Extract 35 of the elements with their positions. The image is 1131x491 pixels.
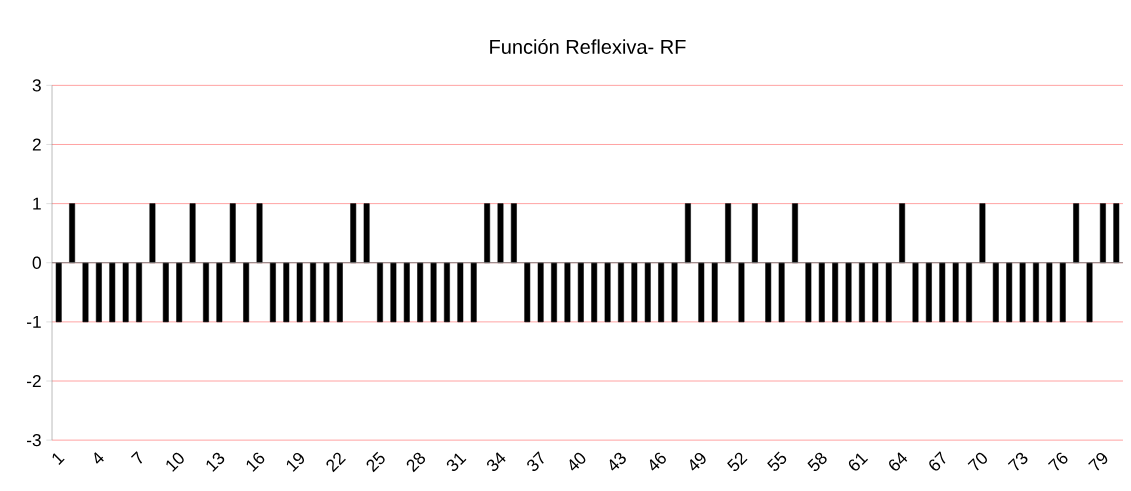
x-tick-label: 79	[1088, 452, 1108, 471]
x-tick-label: 19	[286, 452, 305, 472]
x-tick-label: 25	[366, 451, 385, 473]
y-tick-label: -1	[26, 316, 41, 328]
x-tick-label: 58	[807, 452, 827, 472]
x-tick-label: 4	[94, 452, 104, 464]
x-tick-label: 13	[206, 452, 225, 472]
x-tick-label: 73	[1007, 452, 1028, 471]
x-tick-label: 52	[727, 452, 748, 472]
x-tick-label: 49	[690, 452, 706, 471]
x-tick-label: 22	[326, 452, 346, 473]
x-tick-label: 31	[446, 453, 467, 472]
y-tick-label: 1	[33, 197, 41, 210]
x-tick-label: 64	[889, 452, 908, 471]
x-tick-label: 1	[52, 453, 65, 466]
x-tick-label: 40	[569, 452, 586, 471]
x-tick-label: 55	[767, 451, 787, 471]
x-tick-label: 70	[967, 452, 987, 471]
y-tick-label: 2	[32, 138, 41, 151]
y-tick-label: -2	[26, 375, 41, 388]
x-tick-label: 37	[527, 451, 544, 472]
x-tick-label: 46	[649, 452, 666, 471]
x-tick-label: 7	[130, 451, 143, 464]
y-tick-label: 3	[32, 79, 41, 92]
x-tick-label: 10	[166, 452, 184, 472]
x-tick-label: 76	[1047, 452, 1068, 471]
x-tick-label: 34	[487, 452, 506, 472]
x-tick-label: 43	[609, 452, 626, 471]
chart-title: Función Reflexiva- RF	[490, 39, 686, 55]
y-tick-label: -3	[26, 434, 41, 447]
x-tick-label: 61	[848, 453, 869, 471]
y-tick-label: 0	[32, 256, 41, 269]
x-tick-label: 28	[406, 452, 426, 473]
x-tick-label: 16	[246, 452, 265, 472]
x-tick-label: 67	[929, 451, 946, 471]
